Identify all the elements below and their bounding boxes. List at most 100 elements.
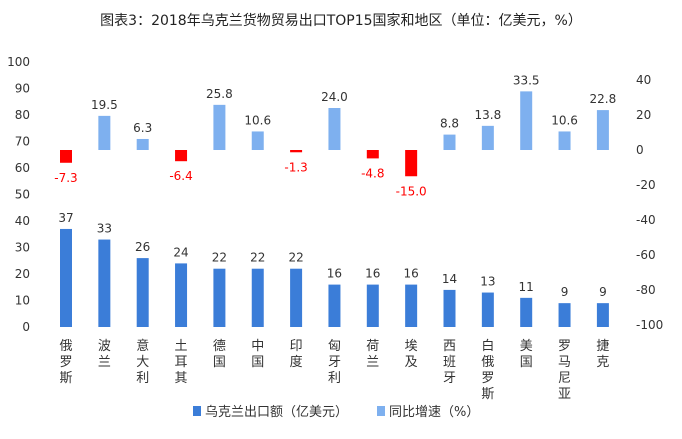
category-label-char: 罗 <box>558 339 571 354</box>
category-label-char: 利 <box>136 371 149 386</box>
export-data-label: 11 <box>519 280 534 294</box>
left-axis-tick: 10 <box>15 294 30 308</box>
category-label-char: 尼 <box>558 371 571 386</box>
legend-swatch-export <box>193 406 201 416</box>
export-data-label: 9 <box>599 285 607 299</box>
right-axis-tick: -80 <box>636 283 656 297</box>
category-label-char: 波 <box>98 339 111 354</box>
export-data-label: 14 <box>442 272 457 286</box>
export-data-label: 16 <box>327 267 342 281</box>
category-label-char: 斯 <box>481 387 494 402</box>
category-label-char: 中 <box>251 339 264 354</box>
legend-label-growth: 同比增速（%） <box>389 405 479 420</box>
growth-data-label: 10.6 <box>244 113 271 127</box>
category-label-char: 俄 <box>481 355 494 370</box>
category-label-char: 埃 <box>405 339 418 354</box>
export-bar <box>251 268 264 327</box>
growth-bar <box>213 104 226 150</box>
export-data-label: 22 <box>288 251 303 265</box>
legend-swatch-growth <box>377 406 385 416</box>
category-label-char: 白 <box>481 338 494 354</box>
right-axis-tick: 40 <box>636 73 651 87</box>
growth-bar <box>481 125 494 150</box>
growth-bar <box>290 150 303 153</box>
left-axis-tick: 50 <box>15 188 30 202</box>
left-axis-tick: 30 <box>15 241 30 255</box>
category-label-char: 亚 <box>558 387 571 402</box>
growth-data-label: -1.3 <box>284 160 307 174</box>
export-bar <box>366 284 379 327</box>
category-label-char: 其 <box>175 371 188 386</box>
export-bar <box>481 292 494 327</box>
category-label-char: 斯 <box>59 371 72 386</box>
category-label-char: 兰 <box>98 355 111 370</box>
growth-bar <box>175 150 188 162</box>
category-label-char: 及 <box>405 355 418 370</box>
chart-title: 图表3：2018年乌克兰货物贸易出口TOP15国家和地区（单位：亿美元，%） <box>100 12 582 29</box>
category-label-char: 牙 <box>328 355 341 370</box>
category-label-char: 土 <box>175 339 188 354</box>
growth-data-label: 10.6 <box>551 113 578 127</box>
export-bar <box>405 284 418 327</box>
growth-bar <box>60 150 72 163</box>
growth-data-label: 25.8 <box>206 87 233 101</box>
category-label-char: 大 <box>136 355 149 370</box>
export-bar <box>328 284 341 327</box>
category-label-char: 国 <box>520 355 533 370</box>
legend-label-export: 乌克兰出口额（亿美元） <box>205 404 348 420</box>
category-label-char: 度 <box>290 354 303 370</box>
growth-bar <box>136 138 149 150</box>
left-axis-tick: 0 <box>22 320 30 334</box>
growth-bar <box>251 131 264 150</box>
export-bar <box>175 263 188 327</box>
export-data-label: 16 <box>404 267 419 281</box>
left-axis-tick: 90 <box>15 82 30 96</box>
category-label-char: 兰 <box>366 355 379 370</box>
growth-data-label: -4.8 <box>361 166 384 180</box>
export-bar <box>558 303 571 327</box>
category-label-char: 西 <box>443 339 456 354</box>
export-bar <box>98 239 111 327</box>
category-label-char: 俄 <box>59 339 72 354</box>
export-bar <box>596 303 609 327</box>
export-data-label: 37 <box>58 211 73 225</box>
category-label-char: 德 <box>213 339 226 354</box>
category-label-char: 匈 <box>328 339 341 354</box>
category-label-char: 美 <box>520 339 533 354</box>
growth-data-label: -15.0 <box>396 184 427 198</box>
left-axis-tick: 100 <box>7 55 30 69</box>
right-axis-tick: 0 <box>636 143 644 157</box>
left-axis-tick: 20 <box>15 267 30 281</box>
export-bar <box>290 268 303 327</box>
growth-bar <box>520 91 533 150</box>
growth-bar <box>328 108 341 150</box>
category-label-char: 牙 <box>443 371 456 386</box>
category-label-char: 捷 <box>596 339 609 354</box>
export-data-label: 24 <box>173 245 188 259</box>
export-bar <box>443 289 456 327</box>
export-bar <box>520 297 533 327</box>
left-axis-tick: 70 <box>15 135 30 149</box>
growth-data-label: -6.4 <box>169 169 192 183</box>
category-label-char: 罗 <box>59 355 72 370</box>
right-axis-tick: -40 <box>636 213 656 227</box>
category-label-char: 利 <box>328 371 341 386</box>
growth-bar <box>443 134 456 150</box>
growth-data-label: 13.8 <box>474 108 501 122</box>
growth-bar <box>405 150 418 177</box>
left-axis-tick: 60 <box>15 161 30 175</box>
growth-data-label: 8.8 <box>440 117 459 131</box>
category-label-char: 马 <box>558 355 571 370</box>
export-bar <box>213 268 226 327</box>
category-label-char: 国 <box>213 355 226 370</box>
growth-data-label: 22.8 <box>590 92 617 106</box>
growth-bar <box>596 110 609 150</box>
export-data-label: 16 <box>365 267 380 281</box>
export-data-label: 33 <box>97 222 112 236</box>
growth-bar <box>366 150 379 159</box>
right-axis-tick: -20 <box>636 178 656 192</box>
category-label-char: 国 <box>251 355 264 370</box>
left-axis-tick: 80 <box>15 108 30 122</box>
export-data-label: 9 <box>561 285 569 299</box>
